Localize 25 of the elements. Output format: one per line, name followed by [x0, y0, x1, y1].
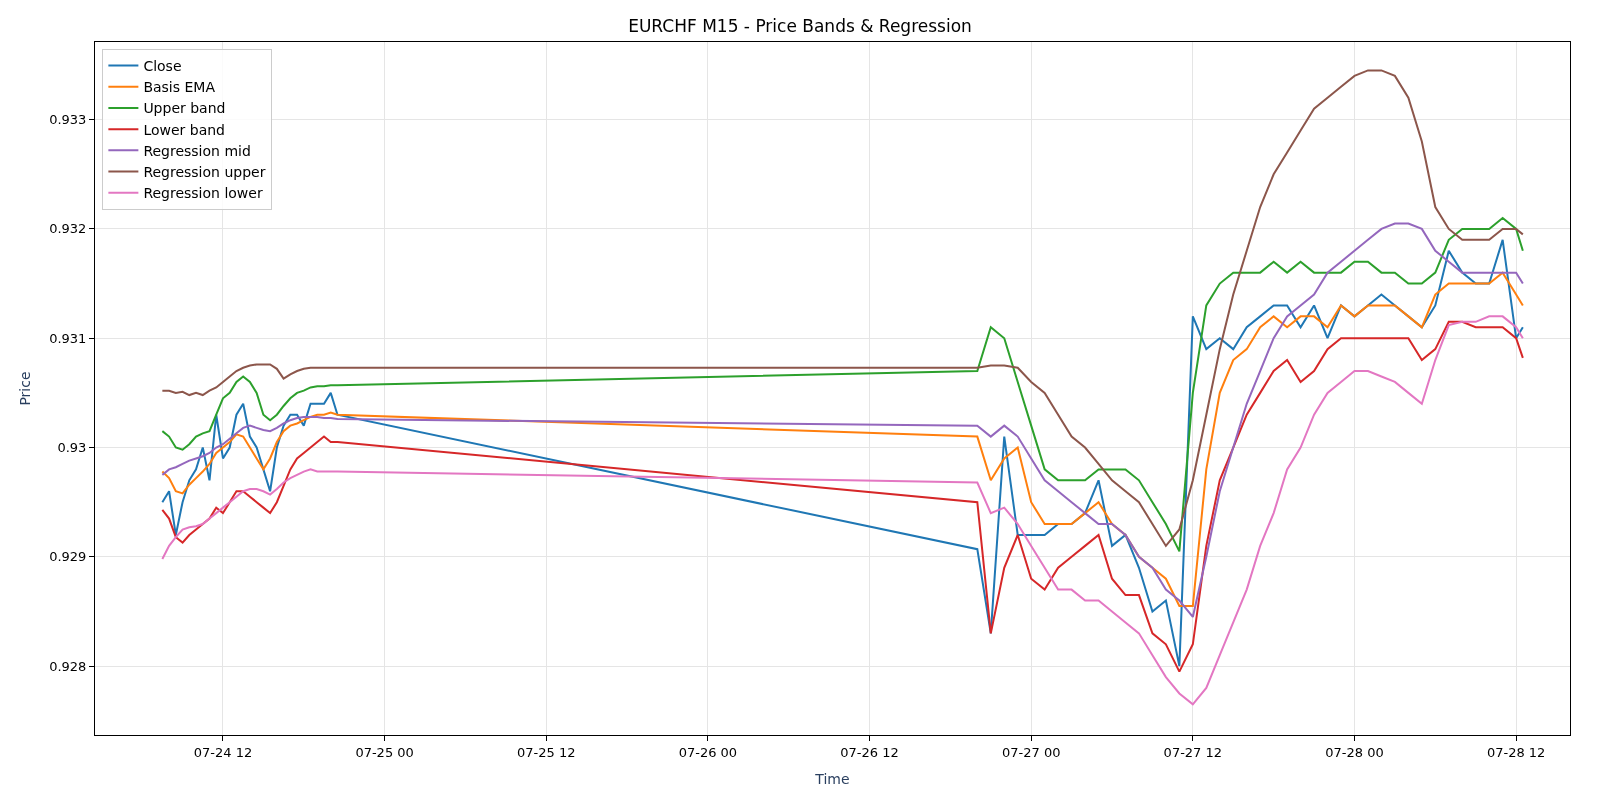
legend-label: Regression upper [143, 163, 266, 180]
y-tick-label: 0.929 [49, 549, 87, 565]
legend-label: Close [143, 57, 182, 74]
y-tick-label: 0.933 [49, 112, 87, 128]
x-tick-label: 07-26 00 [678, 744, 738, 760]
legend-label: Regression mid [143, 142, 251, 159]
x-tick-label: 07-24 12 [193, 744, 253, 760]
x-tick-label: 07-27 00 [1001, 744, 1061, 760]
y-tick-label: 0.93 [57, 440, 87, 456]
chart-title: EURCHF M15 - Price Bands & Regression [628, 15, 972, 36]
legend-label: Upper band [143, 100, 226, 117]
x-tick-label: 07-27 12 [1163, 744, 1223, 760]
x-tick-label: 07-28 12 [1486, 744, 1546, 760]
x-tick-label: 07-25 00 [355, 744, 414, 760]
y-tick-label: 0.931 [49, 330, 87, 346]
x-axis-title: Time [814, 770, 850, 787]
y-tick-label: 0.928 [49, 658, 87, 674]
y-tick-label: 0.932 [49, 221, 87, 237]
y-axis-title: Price [16, 371, 33, 406]
legend-label: Basis EMA [143, 79, 216, 96]
x-tick-label: 07-25 12 [517, 744, 576, 760]
x-tick-label: 07-28 00 [1325, 744, 1384, 760]
legend-label: Lower band [143, 121, 225, 138]
x-tick-label: 07-26 12 [840, 744, 899, 760]
legend-label: Regression lower [143, 185, 263, 202]
